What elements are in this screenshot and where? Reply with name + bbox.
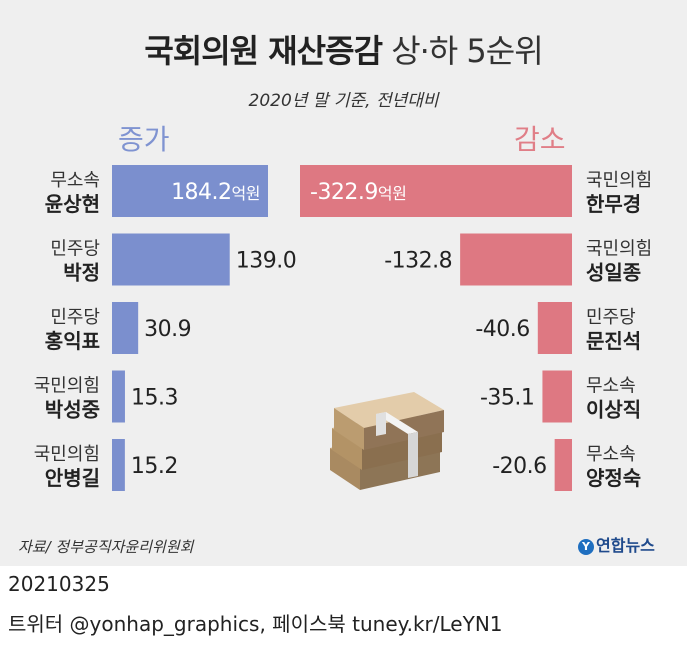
value-label: -132.8 (384, 249, 452, 274)
footer-social: 트위터 @yonhap_graphics, 페이스북 tuney.kr/LeYN… (8, 612, 503, 636)
bar-decrease-4 (554, 439, 572, 491)
value-label: 30.9 (144, 317, 191, 342)
member-name: 성일종 (586, 261, 641, 285)
bar-decrease-2 (537, 302, 572, 354)
decrease-series: 국민의힘한무경-322.9억원국민의힘성일종-132.8민주당문진석-40.6무… (300, 165, 652, 491)
party-label: 무소속 (586, 376, 636, 397)
party-label: 무소속 (586, 444, 636, 465)
yonhap-logo-icon: Y (578, 539, 594, 555)
chart-title: 국회의원 재산증감 상·하 5순위 (0, 26, 687, 72)
member-name: 박정 (63, 261, 100, 285)
decrease-header: 감소 (514, 123, 566, 156)
increase-header: 증가 (118, 123, 170, 156)
value-label: 184.2억원 (171, 180, 260, 205)
value-label: -20.6 (492, 454, 546, 479)
title-main: 국회의원 재산증감 (144, 32, 383, 70)
member-name: 홍익표 (45, 329, 100, 353)
party-label: 민주당 (50, 307, 100, 328)
bar-decrease-1 (460, 233, 572, 286)
party-label: 국민의힘 (586, 239, 652, 260)
member-name: 한무경 (586, 192, 641, 216)
member-name: 박성중 (45, 398, 100, 422)
bar-increase-4 (112, 439, 125, 491)
member-name: 이상직 (586, 398, 641, 422)
bar-decrease-0 (300, 165, 572, 217)
bar-increase-2 (112, 302, 139, 354)
party-label: 국민의힘 (34, 376, 100, 397)
title-sub: 상·하 5순위 (391, 32, 543, 70)
party-label: 국민의힘 (586, 170, 652, 191)
member-name: 윤상현 (45, 192, 100, 216)
chart-subtitle: 2020년 말 기준, 전년대비 (248, 91, 439, 111)
footer-date: 20210325 (8, 572, 110, 596)
logo-text: 연합뉴스 (596, 536, 655, 555)
money-stack-icon (330, 392, 444, 490)
value-label: 15.2 (131, 454, 178, 479)
bar-decrease-3 (542, 370, 572, 423)
member-name: 양정숙 (586, 466, 641, 490)
value-label: -40.6 (475, 317, 529, 342)
yonhap-logo: Y 연합뉴스 (578, 532, 655, 556)
member-name: 안병길 (45, 466, 100, 490)
bar-increase-1 (112, 233, 230, 286)
party-label: 국민의힘 (34, 444, 100, 465)
value-label: 15.3 (131, 386, 178, 411)
party-label: 민주당 (586, 307, 636, 328)
source-note: 자료/ 정부공직자윤리위원회 (18, 538, 194, 556)
value-label: -35.1 (480, 386, 534, 411)
party-label: 무소속 (50, 170, 100, 191)
bar-increase-0 (112, 165, 268, 217)
value-label: -322.9억원 (310, 180, 406, 205)
bar-increase-3 (112, 370, 125, 423)
value-label: 139.0 (236, 249, 296, 274)
member-name: 문진석 (586, 329, 641, 353)
party-label: 민주당 (50, 239, 100, 260)
